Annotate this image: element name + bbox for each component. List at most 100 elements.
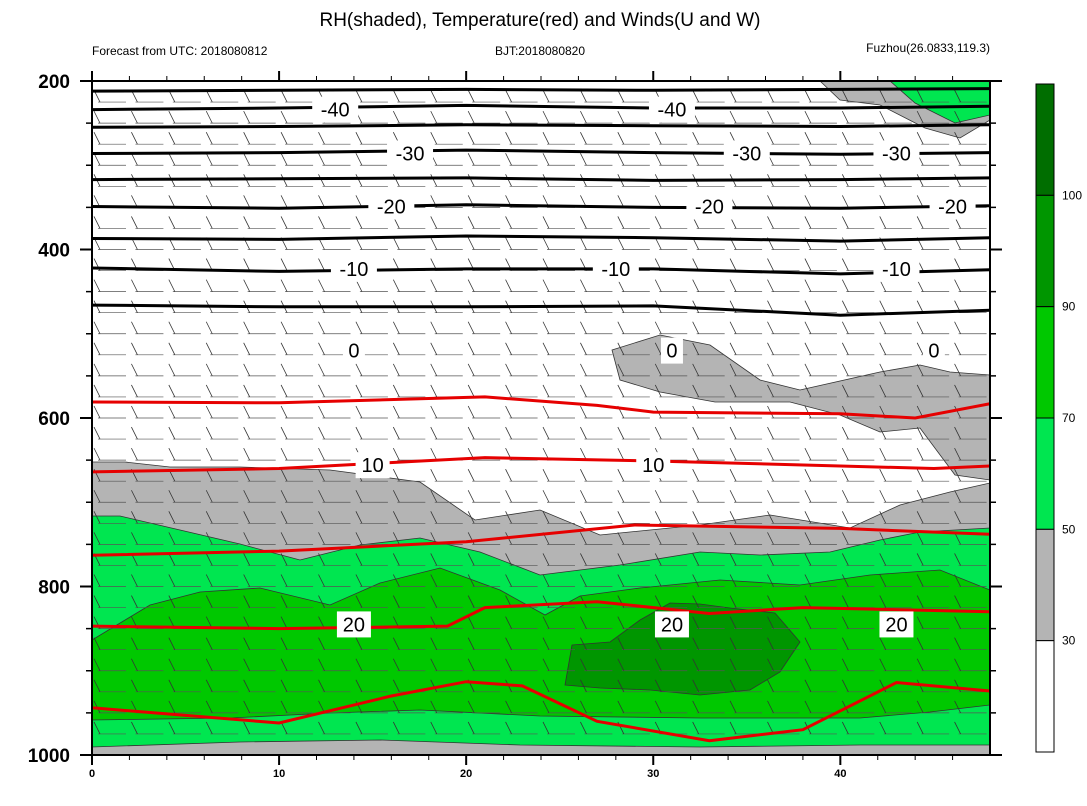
wind-barb-flag [992, 427, 998, 439]
temperature-contour-red [92, 523, 990, 557]
wind-barb-flag [692, 700, 700, 714]
wind-barb-flag [992, 280, 998, 292]
contour-label-bg [336, 611, 371, 638]
wind-barb-flag [542, 153, 550, 166]
wind-barb-flag [729, 658, 737, 671]
wind-barb-flag [168, 110, 176, 124]
wind-barb-flag [916, 511, 924, 524]
wind-barb-flag [841, 216, 849, 229]
x-tick-label: 30 [647, 768, 659, 780]
wind-barb-flag [729, 721, 737, 735]
wind-barb-flag [131, 384, 138, 398]
wind-barb-flag [617, 616, 625, 629]
wind-barb-flag [992, 259, 998, 271]
wind-barb-flag [767, 679, 774, 692]
wind-barb-flag [654, 490, 662, 503]
wind-barb-flag [467, 342, 475, 355]
wind-barb-flag [280, 110, 288, 124]
wind-barb-flag [617, 679, 625, 692]
contour-label: -10 [601, 259, 630, 281]
wind-barb-flag [729, 637, 737, 650]
wind-barb-flag [992, 532, 998, 544]
wind-barb-flag [392, 237, 400, 250]
wind-barb-flag [841, 469, 849, 482]
wind-barb-flag [992, 216, 998, 228]
contour-label: -40 [321, 100, 350, 122]
wind-barb-flag [93, 532, 101, 545]
wind-barb-flag [841, 258, 849, 271]
wind-barb-flag [542, 658, 550, 671]
x-tick-label: 20 [460, 768, 472, 780]
wind-barb-flag [916, 574, 924, 587]
wind-barb-flag [430, 679, 438, 692]
wind-barb-flag [430, 237, 438, 250]
contour-label-bg [648, 96, 695, 123]
wind-barb-flag [841, 342, 849, 355]
wind-barb-flag [505, 110, 512, 124]
wind-barb-flag [355, 405, 363, 419]
wind-barb-flag [879, 553, 887, 566]
wind-barb-flag [392, 532, 400, 545]
wind-barb-flag [93, 384, 101, 398]
wind-barb-flag [654, 637, 662, 650]
wind-barb-flag [729, 89, 737, 103]
wind-barb-flag [93, 321, 101, 334]
wind-barb-flag [205, 637, 213, 650]
wind-barb-flag [654, 553, 662, 566]
wind-barb-flag [804, 679, 812, 692]
wind-barb-flag [205, 405, 213, 419]
wind-barb-flag [580, 490, 587, 503]
wind-barb-flag [355, 511, 363, 524]
wind-barb-flag [767, 258, 774, 271]
wind-barb-flag [505, 616, 512, 629]
wind-barb-flag [243, 426, 251, 440]
wind-barb-flag [879, 195, 887, 208]
wind-barb-flag [804, 469, 812, 482]
wind-barb-flag [954, 616, 961, 629]
wind-barb-flag [355, 237, 363, 250]
wind-barb-flag [243, 110, 251, 124]
wind-barb-flag [992, 701, 998, 713]
wind-barb-flag [580, 637, 587, 650]
wind-barb-flag [580, 405, 587, 419]
wind-barb-flag [280, 363, 288, 377]
temperature-contour-black [92, 234, 990, 243]
wind-barb-flag [318, 174, 325, 187]
wind-barb-flag [804, 511, 812, 524]
x-tick-label: 0 [89, 768, 95, 780]
contour-label: -10 [339, 259, 368, 281]
contour-label: -20 [377, 197, 406, 219]
wind-barb-flag [93, 426, 101, 440]
wind-barb-flag [692, 658, 700, 671]
wind-barb-flag [318, 258, 325, 271]
wind-barb-flag [280, 89, 288, 103]
wind-barb-flag [767, 595, 774, 608]
wind-barb-flag [467, 637, 475, 650]
wind-barb-flag [280, 595, 288, 608]
wind-barb-flag [430, 321, 438, 334]
wind-barb-flag [916, 637, 924, 650]
wind-barb-flag [318, 342, 325, 355]
wind-barb-flag [505, 363, 512, 377]
wind-barb-flag [168, 279, 176, 292]
contour-label-bg [879, 611, 914, 638]
wind-barb-flag [954, 658, 961, 671]
wind-barb-flag [318, 574, 325, 587]
wind-barb-flag [841, 426, 849, 440]
contour-label-bg [368, 193, 415, 220]
wind-barb-flag [392, 553, 400, 566]
wind-barb-flag [542, 384, 550, 398]
wind-barb-flag [767, 447, 774, 461]
wind-barb-flag [692, 384, 700, 398]
wind-barb-flag [654, 700, 662, 714]
wind-barb-flag [879, 300, 887, 313]
wind-barb-flag [954, 679, 961, 692]
wind-barb-flag [205, 153, 213, 166]
wind-barb-flag [841, 321, 849, 334]
wind-barb-flag [467, 237, 475, 250]
wind-barb-flag [916, 700, 924, 714]
wind-barb-flag [168, 700, 176, 714]
wind-barb-flag [954, 153, 961, 166]
wind-barb-flag [692, 132, 700, 145]
rh-green-3 [564, 602, 801, 696]
